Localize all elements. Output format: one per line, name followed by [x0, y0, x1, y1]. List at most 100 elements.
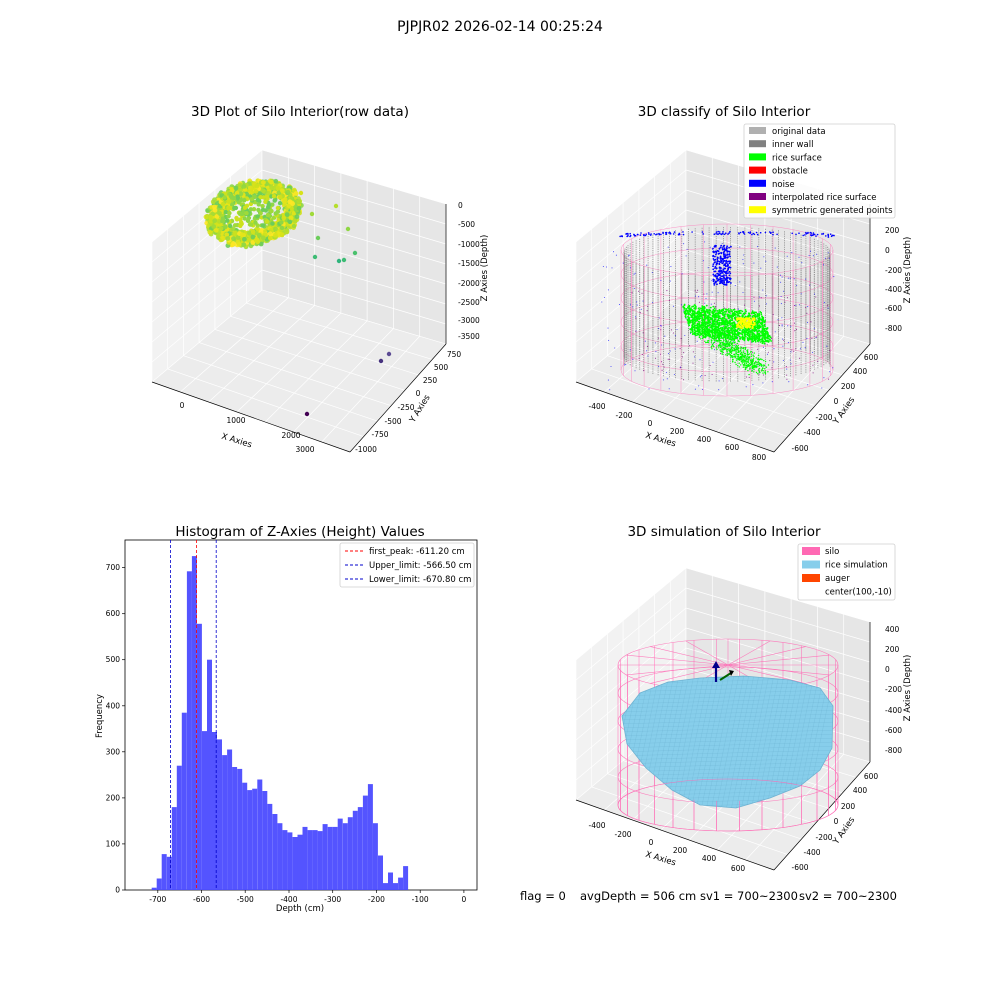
- classify-rice-point: [742, 361, 745, 363]
- raw-z-tick-label: -2000: [458, 279, 480, 288]
- classify-interpolated-point: [646, 345, 648, 347]
- classify-rice-point: [735, 350, 737, 353]
- classify-rice-point: [755, 360, 757, 363]
- raw-point: [273, 178, 279, 184]
- classify-rice-point: [716, 329, 718, 331]
- raw-point: [251, 207, 257, 212]
- classify-rice-point: [706, 341, 708, 344]
- classify-rice-point: [702, 313, 705, 316]
- classify-noise-point: [725, 284, 728, 286]
- classify-rice-point: [716, 334, 719, 336]
- classify-noise-point: [789, 277, 791, 279]
- classify-noise-point: [742, 258, 744, 261]
- histogram-bar: [267, 803, 273, 890]
- classify-rice-point: [741, 358, 743, 361]
- classify-rice-point: [702, 332, 704, 334]
- classify-noise-point: [714, 250, 717, 253]
- classify-rice-point: [689, 321, 692, 324]
- classify-noise-point: [732, 341, 734, 343]
- classify-noise-point: [766, 353, 769, 355]
- classify-interpolated-point: [827, 304, 829, 306]
- classify-noise-point: [721, 272, 723, 274]
- classify-noise-point: [734, 284, 736, 287]
- classify-rice-point: [752, 340, 755, 343]
- classify-rice-point: [754, 364, 756, 366]
- classify-noise-point: [798, 232, 800, 234]
- raw-y-tick-label: -750: [371, 430, 388, 439]
- classify-noise-point: [648, 233, 650, 235]
- classify-rice-point: [753, 336, 756, 339]
- raw-point: [231, 195, 236, 201]
- classify-rice-point: [721, 327, 724, 330]
- classify-interpolated-point: [639, 312, 641, 314]
- classify-noise-point: [739, 231, 742, 234]
- classify-noise-point: [723, 233, 726, 236]
- classify-noise-point: [607, 327, 609, 329]
- histogram-bar: [207, 659, 212, 890]
- classify-noise-point: [715, 245, 717, 247]
- classify-noise-point: [795, 304, 797, 307]
- classify-rice-point: [707, 316, 709, 318]
- classify-rice-point: [748, 353, 750, 355]
- raw-point: [250, 229, 256, 235]
- raw-outlier-point: [287, 219, 293, 225]
- classify-noise-point: [728, 274, 731, 277]
- classify-rice-point: [735, 363, 737, 366]
- classify-rice-point: [739, 312, 742, 314]
- classify-noise-point: [714, 276, 717, 278]
- classify-noise-point: [816, 253, 818, 255]
- classify-rice-point: [763, 368, 766, 370]
- classify-noise-point: [608, 339, 610, 341]
- histogram-bar: [277, 823, 283, 890]
- classify-rice-point: [747, 365, 750, 367]
- histogram-x-tick-label: -200: [368, 895, 385, 904]
- classify-rice-point: [755, 357, 757, 359]
- classify-symmetric-point: [748, 326, 751, 329]
- classify-interpolated-point: [786, 297, 788, 299]
- classify-rice-point: [745, 361, 747, 363]
- raw-point: [267, 231, 273, 237]
- classify-rice-point: [737, 354, 740, 356]
- raw-outlier-point: [312, 254, 318, 260]
- classify-rice-point: [698, 313, 701, 315]
- simulation-y-tick-label: -400: [803, 848, 820, 857]
- simulation-y-tick-label: 600: [864, 772, 879, 781]
- classify-legend-swatch: [749, 127, 766, 134]
- classify-rice-point: [703, 306, 706, 309]
- raw-point: [270, 221, 275, 226]
- classify-rice-point: [715, 334, 717, 336]
- classify-noise-point: [720, 251, 722, 254]
- classify-rice-point: [721, 344, 723, 346]
- classify-interpolated-point: [760, 297, 762, 299]
- classify-rice-point: [691, 315, 693, 318]
- classify-noise-point: [713, 259, 716, 261]
- classify-y-tick-label: 600: [864, 353, 879, 362]
- classify-noise-point: [605, 266, 608, 268]
- classify-rice-point: [754, 313, 757, 316]
- classify-symmetric-point: [750, 319, 753, 322]
- classify-rice-point: [713, 307, 716, 310]
- classify-noise-point: [827, 252, 829, 254]
- histogram-legend-label: Upper_limit: -566.50 cm: [369, 561, 472, 571]
- raw-point: [228, 223, 233, 229]
- classify-noise-point: [634, 234, 637, 237]
- classify-noise-point: [719, 272, 722, 275]
- classify-noise-point: [798, 304, 800, 306]
- classify-noise-point: [781, 276, 783, 278]
- classify-interpolated-point: [709, 364, 711, 366]
- classify-noise-point: [614, 347, 616, 349]
- raw-point: [238, 223, 243, 229]
- classify-rice-point: [758, 362, 761, 365]
- classify-noise-point: [644, 340, 646, 342]
- classify-rice-point: [737, 356, 739, 358]
- classify-noise-point: [722, 278, 724, 280]
- classify-noise-point: [742, 263, 744, 265]
- classify-noise-point: [749, 231, 752, 233]
- raw-point: [253, 220, 258, 225]
- classify-rice-point: [711, 348, 713, 350]
- classify-interpolated-point: [779, 325, 780, 326]
- classify-interpolated-point: [720, 353, 721, 355]
- classify-rice-point: [728, 347, 730, 350]
- classify-rice-point: [732, 313, 735, 316]
